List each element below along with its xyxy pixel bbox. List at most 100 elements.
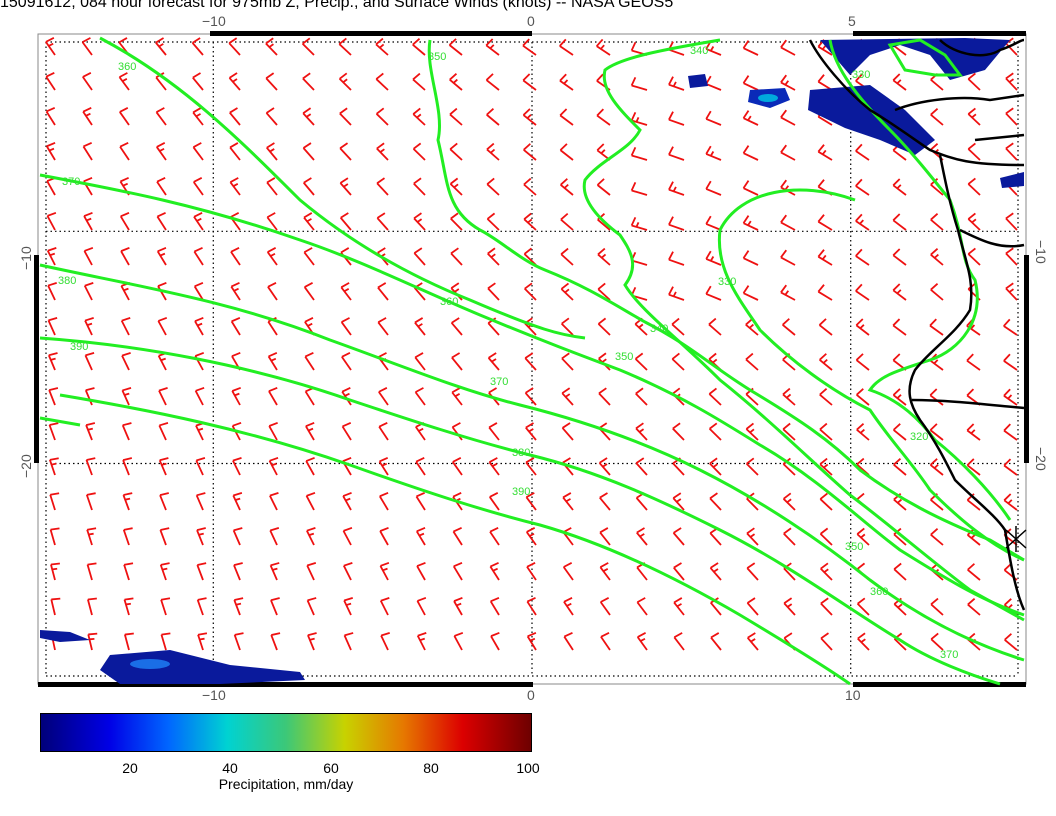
wind-barb	[341, 352, 352, 371]
wind-barb	[228, 72, 241, 91]
wind-barb	[522, 38, 537, 56]
contour-line	[39, 263, 1025, 662]
wind-barb	[929, 423, 944, 441]
forecast-map: 360 350 370 380 390 340 330 360 350 370 …	[18, 13, 1049, 700]
wind-barb	[966, 493, 981, 511]
wind-barb	[636, 527, 648, 546]
wind-barb	[265, 37, 278, 56]
wind-barb	[413, 177, 426, 196]
wind-barb	[630, 216, 648, 231]
wind-barb	[155, 107, 167, 126]
wind-barb	[635, 387, 648, 406]
wind-barb	[159, 492, 169, 511]
wind-barb	[119, 107, 130, 126]
wind-barb	[415, 491, 426, 511]
wind-barb	[817, 249, 833, 266]
wind-barb	[892, 248, 907, 266]
wind-barb	[450, 247, 463, 266]
wind-barb	[197, 632, 208, 651]
wind-barb	[636, 597, 648, 616]
precip-area	[130, 659, 170, 669]
wind-barb	[231, 386, 242, 406]
wind-barb	[671, 317, 685, 336]
wind-barb	[123, 632, 134, 651]
contour-label: 370	[62, 176, 80, 188]
wind-barb	[193, 246, 204, 266]
wind-barb	[526, 596, 537, 616]
wind-barb	[563, 631, 574, 651]
contour-line	[39, 336, 1001, 686]
wind-barb	[45, 71, 56, 91]
wind-barb	[157, 281, 167, 301]
wind-barb	[559, 143, 574, 161]
wind-barb	[486, 212, 500, 231]
wind-barb	[855, 248, 870, 266]
wind-barb	[892, 213, 907, 231]
wind-barb	[302, 107, 315, 126]
wind-barb	[856, 527, 870, 546]
wind-barb	[338, 72, 352, 91]
wind-barb	[378, 456, 389, 476]
wind-barb	[1003, 318, 1018, 336]
wind-barb	[122, 492, 133, 511]
wind-barb	[268, 386, 278, 406]
wind-barb	[266, 142, 278, 161]
wind-barb	[487, 247, 500, 266]
colorbar-tick: 60	[323, 760, 339, 776]
wind-barb	[817, 214, 833, 231]
precip-area	[820, 38, 1010, 80]
wind-barb	[50, 562, 60, 581]
wind-barb	[1003, 353, 1018, 371]
wind-barb	[195, 457, 206, 476]
wind-barb	[449, 177, 463, 196]
wind-barb	[597, 247, 611, 266]
wind-barb	[156, 211, 167, 231]
wind-barb	[820, 597, 833, 616]
wind-barb	[780, 284, 796, 301]
wind-barb	[305, 456, 315, 476]
wind-barb	[159, 527, 170, 546]
wind-barb	[415, 456, 426, 476]
wind-barb	[192, 142, 204, 161]
wind-barb	[1005, 142, 1018, 161]
wind-barb	[266, 247, 278, 266]
wind-barb	[708, 317, 722, 336]
wind-barb	[742, 285, 759, 301]
wind-barb	[120, 316, 131, 336]
wind-barb	[599, 597, 611, 616]
wind-barb	[892, 423, 907, 441]
wind-barb	[526, 631, 537, 651]
wind-barb	[746, 562, 759, 581]
wind-barb	[303, 177, 315, 196]
wind-barb	[1004, 633, 1018, 651]
wind-barb	[782, 492, 796, 511]
contour-label: 330	[718, 276, 736, 288]
wind-barb	[892, 73, 907, 91]
tick-label-top: 5	[848, 13, 856, 29]
wind-barb	[562, 492, 574, 511]
wind-barb	[857, 632, 870, 651]
wind-barb	[118, 72, 130, 91]
wind-barb	[559, 108, 574, 126]
wind-barb	[599, 492, 611, 511]
wind-barb	[630, 146, 648, 161]
coastline	[808, 38, 1026, 611]
wind-barb	[563, 597, 574, 616]
wind-barb	[523, 212, 537, 231]
wind-barb	[709, 457, 722, 476]
wind-barb	[375, 107, 389, 126]
wind-barb	[122, 457, 133, 476]
wind-barb	[671, 352, 685, 371]
wind-barb	[192, 177, 204, 196]
wind-barb	[705, 110, 722, 126]
wind-barb	[855, 353, 870, 371]
wind-barb	[783, 527, 796, 546]
wind-barb	[303, 282, 315, 301]
colorbar-tick: 40	[222, 760, 238, 776]
wind-barb	[599, 527, 611, 546]
wind-barb	[306, 597, 317, 616]
wind-barb	[412, 142, 426, 161]
wind-barb	[379, 561, 390, 581]
wind-barb	[856, 457, 870, 476]
wind-barb	[340, 282, 352, 301]
